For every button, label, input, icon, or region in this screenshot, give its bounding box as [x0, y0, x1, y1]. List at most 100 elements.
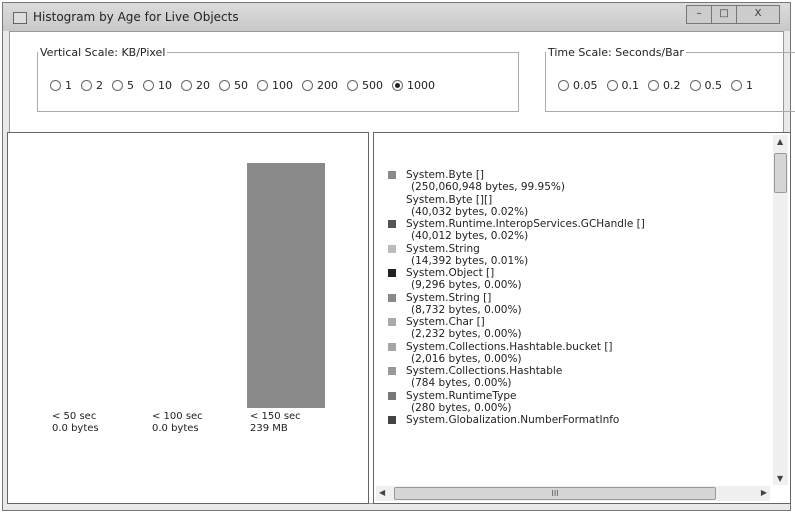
radio-circle[interactable]	[181, 80, 192, 91]
vertical-scale-radio-200[interactable]: 200	[302, 79, 338, 92]
radio-circle[interactable]	[302, 80, 313, 91]
radio-circle[interactable]	[347, 80, 358, 91]
radio-label: 0.1	[621, 79, 640, 92]
time-scale-radio-1[interactable]: 1	[731, 79, 753, 92]
color-swatch	[388, 195, 396, 204]
vertical-scrollbar[interactable]: ▲ ▼	[773, 135, 788, 485]
vertical-scale-radio-100[interactable]: 100	[257, 79, 293, 92]
radio-circle[interactable]	[731, 80, 742, 91]
type-name: System.String	[406, 242, 480, 255]
radio-circle[interactable]	[112, 80, 123, 91]
type-size: (2,232 bytes, 0.00%)	[411, 328, 522, 340]
vertical-scale-radio-50[interactable]: 50	[219, 79, 248, 92]
legend-item[interactable]: System.Object [] (9,296 bytes, 0.00%)	[388, 267, 522, 291]
color-swatch	[388, 342, 396, 351]
horizontal-scroll-thumb[interactable]: III	[394, 487, 716, 500]
legend-item[interactable]: System.RuntimeType (280 bytes, 0.00%)	[388, 389, 517, 414]
radio-circle[interactable]	[143, 80, 154, 91]
vertical-scale-radio-500[interactable]: 500	[347, 79, 383, 92]
vertical-scale-radio-1[interactable]: 1	[50, 79, 72, 92]
type-size: (8,732 bytes, 0.00%)	[411, 303, 522, 316]
age-bucket-label: < 50 sec 0.0 bytes	[52, 411, 99, 434]
type-legend-pane: System.Byte [] (250,060,948 bytes, 99.95%…	[373, 132, 791, 504]
legend-item[interactable]: System.Runtime.InteropServices.GCHandle …	[388, 218, 645, 242]
scroll-left-arrow[interactable]: ◀	[379, 488, 386, 497]
color-swatch	[388, 416, 396, 424]
legend-item[interactable]: System.Char [] (2,232 bytes, 0.00%)	[388, 316, 522, 340]
type-size: (9,296 bytes, 0.00%)	[411, 279, 522, 291]
type-name: System.Char []	[406, 316, 485, 328]
maximize-button[interactable]: □	[711, 5, 737, 24]
time-scale-radio-0.1[interactable]: 0.1	[606, 79, 640, 92]
legend-item[interactable]: System.Globalization.NumberFormatInfo	[388, 414, 620, 426]
type-name: System.Runtime.InteropServices.GCHandle …	[406, 218, 645, 230]
radio-label: 20	[196, 79, 210, 92]
vertical-scale-label: Vertical Scale: KB/Pixel	[40, 46, 166, 59]
type-size: (784 bytes, 0.00%)	[411, 377, 512, 389]
vertical-scale-radio-20[interactable]: 20	[181, 79, 210, 92]
radio-circle[interactable]	[257, 80, 268, 91]
client-area: Vertical Scale: KB/Pixel 1 2 5 10 20 50 100 200…	[7, 31, 795, 504]
title-bar[interactable]: Histogram by Age for Live Objects – □ X	[3, 3, 790, 31]
type-name: System.Globalization.NumberFormatInfo	[406, 414, 620, 426]
radio-label: 1000	[407, 79, 435, 92]
radio-circle[interactable]	[219, 80, 230, 91]
scroll-up-arrow[interactable]: ▲	[777, 137, 784, 146]
type-size: (14,392 bytes, 0.01%)	[411, 254, 529, 267]
color-swatch	[388, 391, 396, 400]
time-scale-label: Time Scale: Seconds/Bar	[548, 46, 684, 59]
scroll-down-arrow[interactable]: ▼	[777, 474, 784, 483]
radio-label: 1	[746, 79, 753, 92]
type-name: System.Collections.Hashtable.bucket []	[406, 340, 613, 353]
radio-label: 0.05	[573, 79, 598, 92]
vertical-scale-group: Vertical Scale: KB/Pixel 1 2 5 10 20 50 100 200…	[37, 46, 519, 112]
time-scale-group: Time Scale: Seconds/Bar 0.05 0.1 0.2 0.5 1	[545, 46, 795, 112]
radio-circle[interactable]	[81, 80, 92, 91]
type-name: System.Object []	[406, 267, 495, 279]
legend-item[interactable]: System.Byte [][] (40,032 bytes, 0.02%)	[388, 193, 529, 218]
age-bucket-label: < 150 sec 239 MB	[250, 411, 301, 434]
radio-circle[interactable]	[689, 80, 701, 91]
time-scale-radio-0.5[interactable]: 0.5	[689, 79, 723, 92]
time-scale-options: 0.05 0.1 0.2 0.5 1	[558, 79, 762, 92]
type-name: System.RuntimeType	[406, 389, 517, 402]
type-size: (40,012 bytes, 0.02%)	[411, 230, 529, 242]
vertical-scale-radio-5[interactable]: 5	[112, 79, 134, 92]
color-swatch	[388, 367, 396, 375]
vertical-scale-radio-1000[interactable]: 1000	[392, 79, 435, 92]
radio-circle[interactable]	[558, 80, 569, 91]
radio-label: 50	[234, 79, 248, 92]
legend-item[interactable]: System.Collections.Hashtable (784 bytes, …	[388, 365, 562, 389]
type-name: System.Byte [][]	[406, 193, 493, 206]
legend-item[interactable]: System.Collections.Hashtable.bucket [] (2…	[388, 340, 613, 365]
radio-label: 0.5	[704, 79, 723, 92]
color-swatch	[388, 220, 396, 228]
vertical-scale-radio-10[interactable]: 10	[143, 79, 172, 92]
radio-label: 1	[65, 79, 72, 92]
radio-label: 5	[127, 79, 134, 92]
time-scale-radio-0.05[interactable]: 0.05	[558, 79, 598, 92]
legend-item[interactable]: System.String (14,392 bytes, 0.01%)	[388, 242, 529, 267]
vertical-scroll-thumb[interactable]	[774, 153, 787, 193]
minimize-button[interactable]: –	[686, 5, 712, 24]
vertical-scale-radio-2[interactable]: 2	[81, 79, 103, 92]
radio-circle[interactable]	[50, 80, 61, 91]
legend-item[interactable]: System.String [] (8,732 bytes, 0.00%)	[388, 292, 522, 316]
age-bucket-label: < 100 sec 0.0 bytes	[152, 411, 203, 434]
legend-item[interactable]: System.Byte [] (250,060,948 bytes, 99.95%…	[388, 169, 565, 193]
radio-circle[interactable]	[606, 80, 618, 91]
radio-label: 10	[158, 79, 172, 92]
time-scale-radio-0.2[interactable]: 0.2	[648, 79, 681, 92]
horizontal-scrollbar[interactable]: ◀ III ▶	[376, 486, 770, 501]
radio-label: 100	[272, 79, 293, 92]
histogram-pane: < 50 sec 0.0 bytes < 100 sec 0.0 bytes < 1…	[7, 132, 369, 504]
radio-circle[interactable]	[392, 80, 403, 91]
type-size: (280 bytes, 0.00%)	[411, 401, 512, 414]
scroll-right-arrow[interactable]: ▶	[760, 488, 767, 497]
type-size: (40,032 bytes, 0.02%)	[411, 205, 529, 218]
histogram-bar[interactable]	[247, 163, 325, 408]
radio-label: 0.2	[663, 79, 681, 92]
close-button[interactable]: X	[736, 5, 780, 24]
radio-circle[interactable]	[648, 80, 659, 91]
